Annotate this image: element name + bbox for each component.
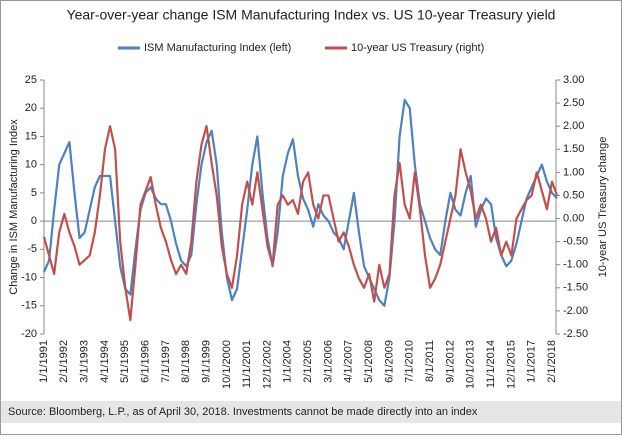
x-tick-label: 5/1/2008: [363, 340, 375, 383]
y2-tick-label: 3.00: [563, 74, 584, 86]
y2-axis-title: 10-year US Treasury change: [597, 137, 609, 278]
y2-tick-label: -0.50: [563, 236, 588, 248]
x-tick-label: 11/1/2001: [241, 340, 253, 388]
x-tick-label: 2/1/2018: [546, 340, 558, 383]
x-tick-label: 4/1/2007: [343, 340, 355, 383]
x-tick-label: 10/1/2000: [221, 340, 233, 389]
y2-tick-label: 0.50: [563, 189, 584, 201]
x-tick-label: 3/1/1993: [79, 340, 91, 383]
x-tick-label: 9/1/1999: [200, 340, 212, 383]
x-tick-label: 8/1/1998: [180, 340, 192, 383]
y2-tick-label: 2.00: [563, 120, 584, 132]
x-tick-label: 6/1/1996: [140, 340, 152, 383]
y2-tick-label: 1.50: [563, 143, 584, 155]
y2-tick-label: -1.00: [563, 259, 588, 271]
series-line: [42, 98, 558, 307]
y2-tick-label: -1.50: [563, 282, 588, 294]
x-tick-label: 2/1/1992: [58, 340, 70, 383]
y2-tick-label: -2.00: [563, 305, 588, 317]
y-tick-label: -5: [27, 243, 37, 255]
x-tick-label: 7/1/1997: [160, 340, 172, 383]
y-tick-label: 5: [31, 187, 37, 199]
x-tick-label: 2/1/2005: [302, 340, 314, 383]
x-tick-label: 12/1/2002: [261, 340, 273, 389]
legend-label: 10-year US Treasury (right): [351, 42, 484, 54]
x-tick-label: 7/1/2010: [404, 340, 416, 383]
y2-tick-label: 1.00: [563, 166, 584, 178]
y-axis-title: Change in ISM Manufacturing Index: [8, 119, 20, 295]
x-tick-label: 9/1/2012: [444, 340, 456, 383]
x-tick-label: 6/1/2009: [383, 340, 395, 383]
x-tick-label: 10/1/2013: [465, 340, 477, 389]
x-tick-label: 4/1/1994: [99, 340, 111, 383]
y-tick-label: 25: [25, 74, 37, 86]
y-tick-label: 0: [31, 215, 37, 227]
y-tick-label: 15: [25, 130, 37, 142]
y-tick-label: 20: [25, 102, 37, 114]
x-tick-label: 12/1/2015: [505, 340, 517, 389]
y2-tick-label: 0.00: [563, 212, 584, 224]
y2-tick-label: 2.50: [563, 97, 584, 109]
footnote: Source: Bloomberg, L.P., as of April 30,…: [8, 406, 478, 418]
x-tick-label: 5/1/1995: [119, 340, 131, 383]
series-line: [42, 125, 559, 322]
y-tick-label: 10: [25, 159, 37, 171]
x-tick-label: 8/1/2011: [424, 340, 436, 382]
y2-tick-label: -2.50: [563, 328, 588, 340]
x-tick-label: 11/1/2014: [485, 340, 497, 388]
y-tick-label: -15: [21, 300, 37, 312]
y-tick-label: -20: [21, 328, 37, 340]
x-tick-label: 1/1/2004: [282, 340, 294, 383]
x-tick-label: 1/1/2017: [526, 340, 538, 383]
x-tick-label: 1/1/1991: [38, 340, 50, 383]
footer-band: [1, 401, 621, 423]
y-tick-label: -10: [21, 271, 37, 283]
legend-label: ISM Manufacturing Index (left): [144, 42, 291, 54]
x-tick-label: 3/1/2006: [322, 340, 334, 383]
chart-title: Year-over-year change ISM Manufacturing …: [67, 7, 556, 23]
